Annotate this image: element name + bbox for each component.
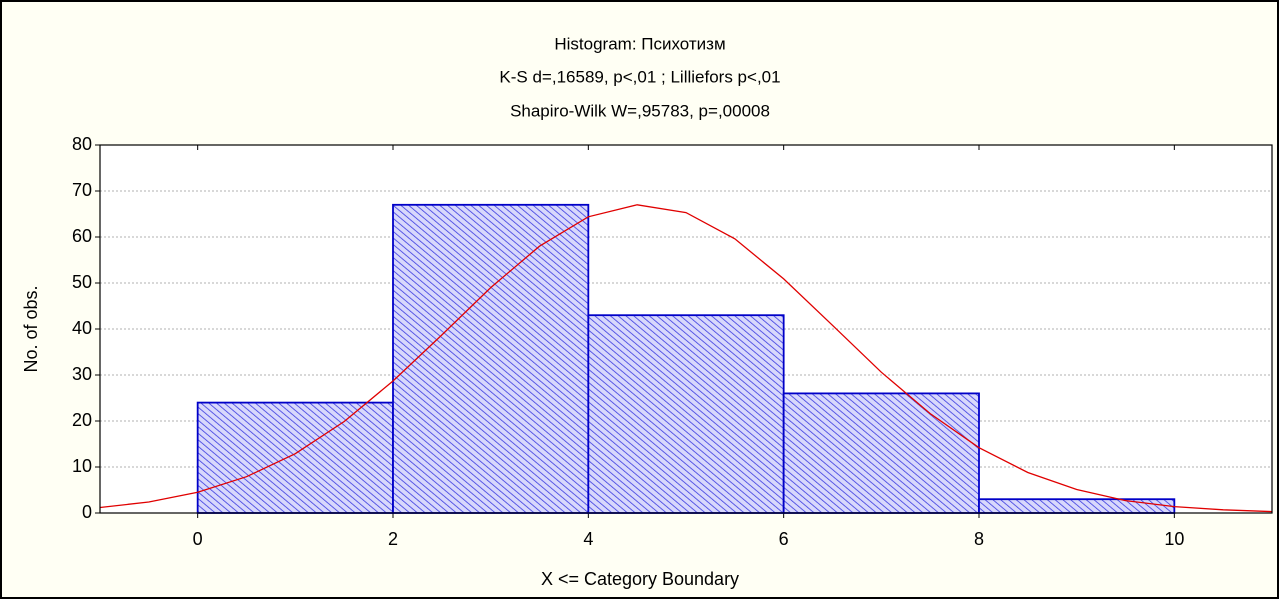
plot-border (99, 144, 1273, 514)
bar (196, 401, 394, 514)
x-axis-label: X <= Category Boundary (541, 569, 739, 589)
x-tick-label: 2 (388, 529, 398, 549)
y-tick-label: 0 (82, 502, 92, 522)
y-tick-label: 70 (72, 180, 92, 200)
bar (782, 392, 980, 514)
chart-title: Histogram: Психотизм (554, 34, 725, 53)
x-tick-label: 8 (974, 529, 984, 549)
y-tick-label: 80 (72, 134, 92, 154)
y-tick-label: 10 (72, 456, 92, 476)
x-tick-label: 6 (779, 529, 789, 549)
fit-curve (99, 204, 1273, 513)
y-tick-label: 20 (72, 410, 92, 430)
y-axis-label: No. of obs. (21, 285, 41, 372)
y-tick-label: 50 (72, 272, 92, 292)
bar (587, 314, 785, 514)
x-tick-label: 10 (1164, 529, 1184, 549)
bar (392, 203, 590, 514)
chart-subtitle: K-S d=,16589, p<,01 ; Lilliefors p<,01 (499, 67, 780, 86)
x-tick-label: 4 (583, 529, 593, 549)
y-tick-label: 40 (72, 318, 92, 338)
x-tick-label: 0 (193, 529, 203, 549)
y-tick-label: 30 (72, 364, 92, 384)
y-tick-label: 60 (72, 226, 92, 246)
chart-subtitle: Shapiro-Wilk W=,95783, p=,00008 (510, 101, 770, 120)
bar (978, 498, 1176, 514)
